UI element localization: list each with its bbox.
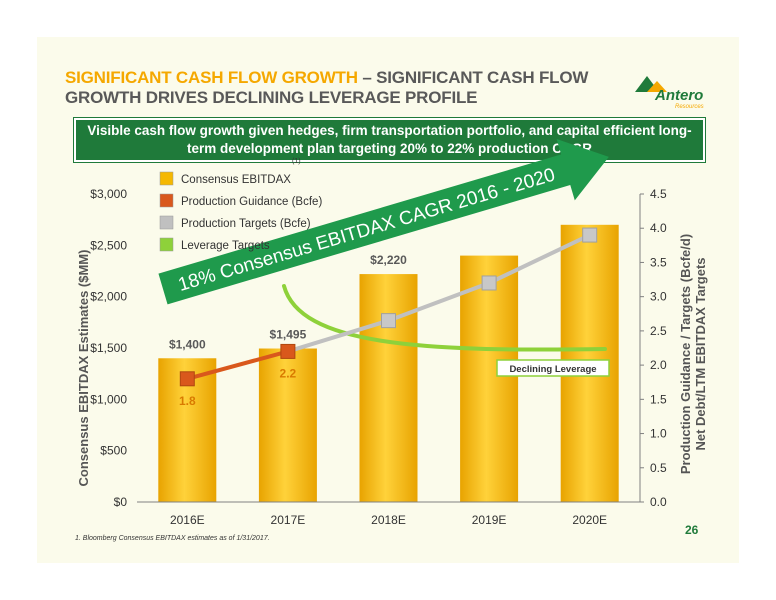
leverage-curve (282, 284, 607, 352)
bar-2017E (258, 348, 317, 502)
banner-text: Visible cash flow growth given hedges, f… (87, 123, 692, 156)
y-right-tick-label: 1.5 (650, 392, 667, 406)
x-tick-label: 2017E (271, 513, 306, 527)
y-right-tick-label: 1.0 (650, 427, 667, 441)
y-tick-label: $1,500 (90, 341, 127, 355)
production-guidance-line (186, 349, 289, 381)
production-guidance-point (280, 343, 296, 359)
bar-value-label: $1,495 (270, 328, 307, 342)
y-tick-label: $2,000 (90, 290, 127, 304)
svg-text:Resources: Resources (675, 104, 704, 110)
legend-swatch (159, 193, 174, 208)
production-targets-point (481, 275, 497, 291)
y-right-tick-label: 2.5 (650, 324, 667, 338)
x-tick-label: 2019E (472, 513, 507, 527)
x-tick-label: 2016E (170, 513, 205, 527)
y-tick-label: $1,000 (90, 392, 127, 406)
legend-swatch (159, 237, 174, 252)
y-tick-label: $500 (100, 444, 127, 458)
cagr-arrow-shape (158, 139, 609, 305)
guidance-value-label: 1.8 (179, 394, 196, 408)
title-rest: – SIGNIFICANT CASH FLOW GROWTH DRIVES DE… (65, 68, 589, 107)
production-targets-point (381, 313, 396, 329)
x-tick-label: 2018E (371, 513, 406, 527)
legend-superscript: (1) (292, 158, 301, 165)
footnote: 1. Bloomberg Consensus EBITDAX estimates… (75, 535, 270, 542)
title-accent: SIGNIFICANT CASH FLOW GROWTH (65, 68, 358, 87)
guidance-value-label: 2.2 (280, 366, 297, 380)
declining-leverage-box (496, 359, 610, 377)
y-right-tick-label: 0.0 (650, 495, 667, 509)
y-tick-label: $0 (114, 495, 128, 509)
legend-label: Consensus EBITDAX (181, 174, 291, 186)
y-right-tick-label: 3.5 (650, 255, 667, 269)
bar-value-label: $1,400 (169, 337, 206, 351)
production-targets-line (287, 233, 591, 354)
legend-swatch (159, 171, 174, 186)
declining-leverage-label: Declining Leverage (509, 364, 596, 375)
page-number: 26 (685, 523, 699, 537)
y-tick-label: $3,000 (90, 187, 127, 201)
y-right-tick-label: 4.5 (650, 187, 667, 201)
production-targets-point (582, 227, 598, 243)
y-right-tick-label: 2.0 (650, 358, 667, 372)
legend-swatch (159, 215, 174, 230)
x-tick-label: 2020E (572, 513, 607, 527)
antero-logo: Antero Resources (635, 76, 704, 110)
y-axis-title: Consensus EBITDAX Estimates ($MM) (76, 250, 91, 487)
y-right-tick-label: 4.0 (650, 221, 667, 235)
legend-label: Production Targets (Bcfe) (181, 218, 311, 230)
y-right-axis-title-1: Production Guidance / Targets (Bcfe/d) (678, 234, 693, 474)
y-tick-label: $2,500 (90, 238, 127, 252)
y-right-axis-title-2: Net Debt/LTM EBITDAX Targets (693, 257, 708, 450)
y-right-tick-label: 0.5 (650, 461, 667, 475)
bar-value-label: $2,220 (370, 253, 407, 267)
legend-label: Leverage Targets (181, 240, 270, 252)
bar-2018E (359, 274, 418, 502)
legend-label: Production Guidance (Bcfe) (181, 196, 322, 208)
y-right-tick-label: 3.0 (650, 290, 667, 304)
svg-text:Antero: Antero (654, 87, 703, 104)
page-title: SIGNIFICANT CASH FLOW GROWTH – SIGNIFICA… (65, 68, 625, 108)
bar-2019E (460, 255, 519, 502)
production-guidance-point (179, 371, 195, 387)
